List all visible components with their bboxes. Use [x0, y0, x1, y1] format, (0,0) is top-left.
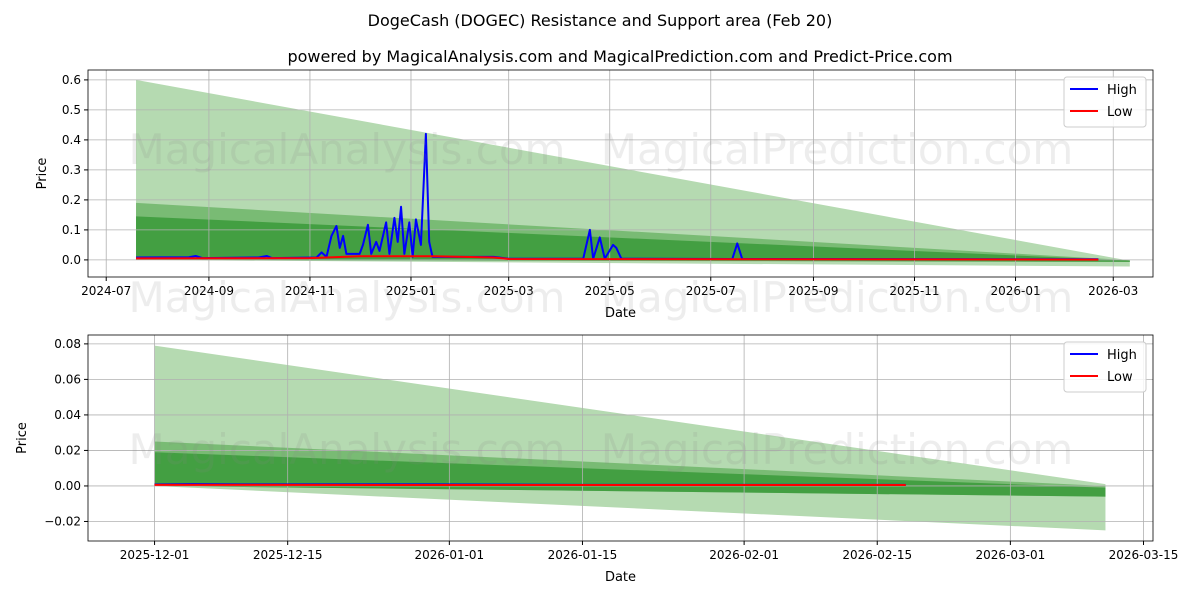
y-tick-label: 0.1 — [62, 223, 81, 237]
y-axis-label: Price — [15, 422, 30, 454]
y-tick-label: 0.4 — [62, 133, 81, 147]
chart-title: DogeCash (DOGEC) Resistance and Support … — [368, 11, 833, 30]
y-tick-label: 0.0 — [62, 253, 81, 267]
legend-label-low: Low — [1107, 370, 1133, 385]
y-tick-label: 0.02 — [54, 443, 81, 457]
x-tick-label: 2026-01-01 — [414, 548, 484, 562]
x-tick-label: 2026-02-01 — [709, 548, 779, 562]
y-tick-label: 0.06 — [54, 372, 81, 386]
chart-subtitle: powered by MagicalAnalysis.com and Magic… — [287, 47, 952, 66]
watermark: MagicalAnalysis.com — [129, 425, 566, 474]
y-tick-label: 0.00 — [54, 479, 81, 493]
watermark: MagicalAnalysis.com — [129, 273, 566, 322]
x-tick-label: 2024-07 — [81, 284, 131, 298]
y-tick-label: 0.04 — [54, 408, 81, 422]
x-tick-label: 2026-01-15 — [548, 548, 618, 562]
y-axis-label: Price — [35, 158, 50, 190]
x-tick-label: 2026-03 — [1088, 284, 1138, 298]
legend: High Low — [1064, 342, 1146, 392]
legend: High Low — [1064, 77, 1146, 127]
y-tick-label: 0.08 — [54, 337, 81, 351]
watermark: MagicalAnalysis.com — [129, 125, 566, 174]
y-tick-label: 0.6 — [62, 73, 81, 87]
legend-label-high: High — [1107, 83, 1137, 98]
x-axis-label: Date — [605, 570, 636, 585]
watermark: MagicalPrediction.com — [601, 425, 1074, 474]
y-tick-label: 0.2 — [62, 193, 81, 207]
legend-label-low: Low — [1107, 105, 1133, 120]
y-tick-label: 0.3 — [62, 163, 81, 177]
x-tick-label: 2026-03-01 — [975, 548, 1045, 562]
watermark: MagicalPrediction.com — [601, 273, 1074, 322]
x-tick-label: 2026-03-15 — [1109, 548, 1179, 562]
x-tick-label: 2025-12-15 — [253, 548, 323, 562]
y-tick-label: −0.02 — [44, 514, 81, 528]
x-tick-label: 2025-12-01 — [120, 548, 190, 562]
x-tick-label: 2026-02-15 — [842, 548, 912, 562]
legend-label-high: High — [1107, 348, 1137, 363]
y-tick-label: 0.5 — [62, 103, 81, 117]
watermark: MagicalPrediction.com — [601, 125, 1074, 174]
